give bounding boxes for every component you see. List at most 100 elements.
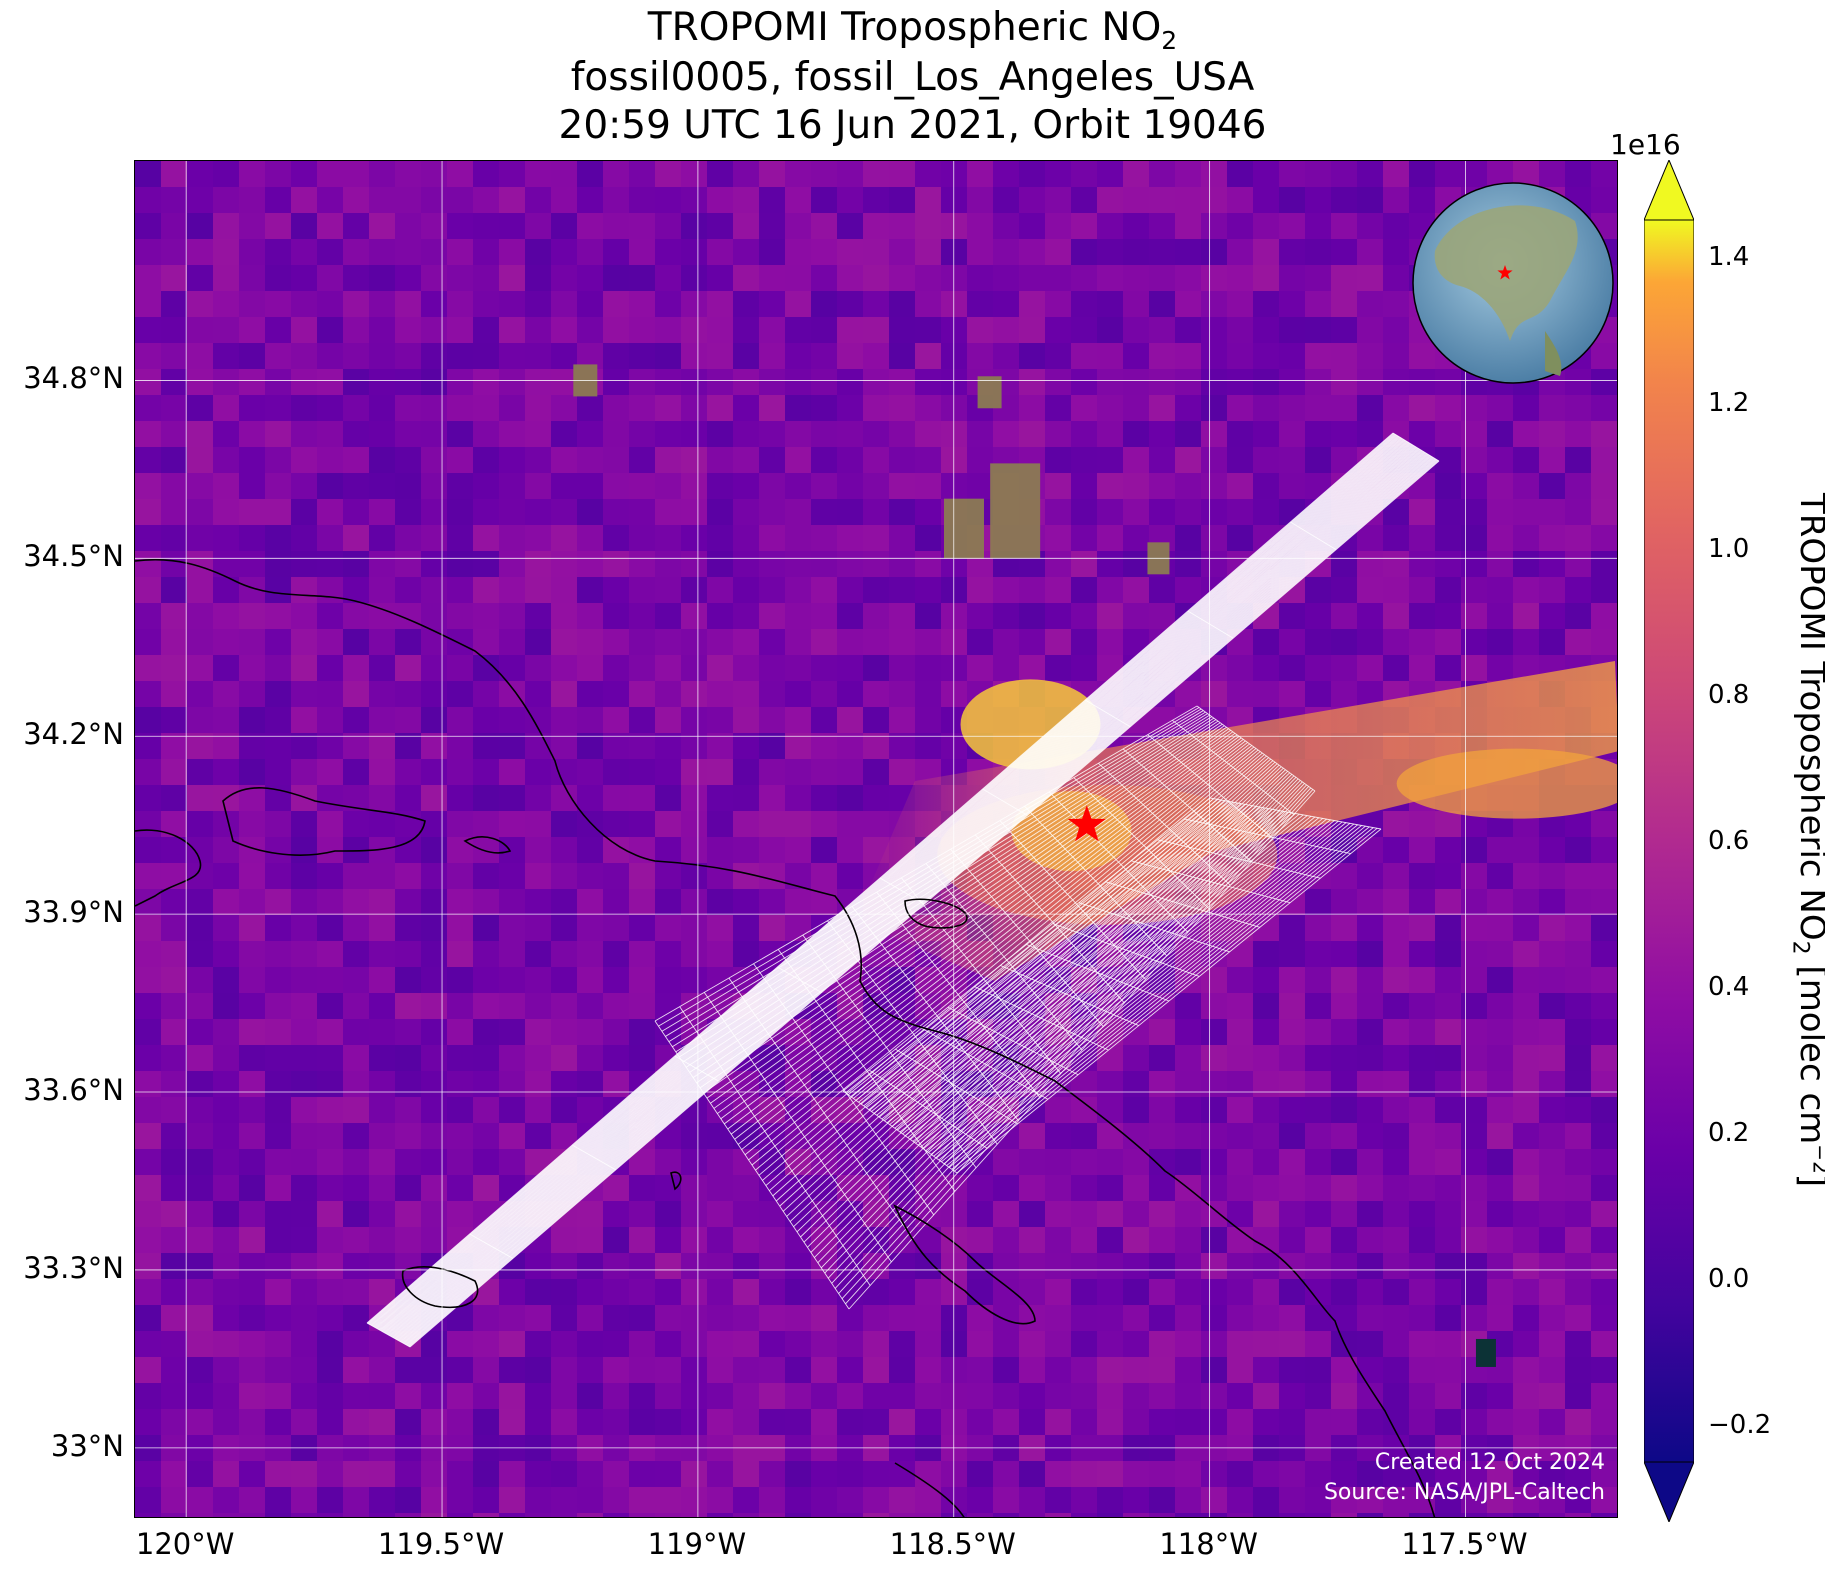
no2-pixel xyxy=(265,369,292,396)
no2-pixel xyxy=(1071,395,1098,422)
no2-pixel xyxy=(187,317,214,344)
no2-pixel xyxy=(1617,889,1618,916)
no2-pixel xyxy=(1123,1383,1150,1410)
no2-pixel xyxy=(837,161,864,188)
no2-pixel xyxy=(317,213,344,240)
no2-pixel xyxy=(889,1461,916,1488)
no2-pixel xyxy=(733,863,760,890)
no2-pixel xyxy=(1409,603,1436,630)
no2-pixel xyxy=(1097,239,1124,266)
no2-pixel xyxy=(551,317,578,344)
no2-pixel xyxy=(265,1149,292,1176)
no2-pixel xyxy=(1175,1461,1202,1488)
no2-pixel xyxy=(1591,1253,1617,1280)
no2-pixel xyxy=(941,213,968,240)
no2-pixel xyxy=(1591,967,1617,994)
no2-pixel xyxy=(811,1513,838,1517)
no2-pixel xyxy=(1539,1357,1566,1384)
no2-pixel xyxy=(655,1409,682,1436)
plume-east-core xyxy=(1396,748,1617,819)
no2-pixel xyxy=(1565,1201,1592,1228)
no2-pixel xyxy=(1123,1487,1150,1514)
no2-pixel xyxy=(1253,1357,1280,1384)
no2-pixel xyxy=(837,343,864,370)
no2-pixel xyxy=(1071,213,1098,240)
no2-pixel xyxy=(473,863,500,890)
no2-pixel xyxy=(1071,1409,1098,1436)
chart-subtitle-time: 20:59 UTC 16 Jun 2021, Orbit 19046 xyxy=(558,103,1267,148)
no2-pixel xyxy=(343,759,370,786)
no2-pixel xyxy=(1383,1201,1410,1228)
no2-pixel xyxy=(603,577,630,604)
no2-pixel xyxy=(1539,1513,1566,1517)
no2-pixel xyxy=(1435,1227,1462,1254)
no2-pixel xyxy=(369,265,396,292)
no2-pixel xyxy=(577,499,604,526)
no2-pixel xyxy=(603,1305,630,1332)
no2-pixel xyxy=(577,1461,604,1488)
no2-pixel xyxy=(863,1513,890,1517)
no2-pixel xyxy=(135,473,162,500)
no2-pixel xyxy=(837,1487,864,1514)
no2-pixel xyxy=(421,1019,448,1046)
colorbar-tick-label: 0.6 xyxy=(1708,826,1750,856)
no2-pixel xyxy=(629,1461,656,1488)
no2-pixel xyxy=(161,1253,188,1280)
no2-pixel xyxy=(1409,993,1436,1020)
no2-pixel xyxy=(1019,1331,1046,1358)
no2-pixel xyxy=(317,343,344,370)
no2-pixel xyxy=(915,369,942,396)
no2-pixel xyxy=(499,1305,526,1332)
no2-pixel xyxy=(395,447,422,474)
no2-pixel xyxy=(681,733,708,760)
no2-pixel xyxy=(1513,421,1540,448)
no2-pixel xyxy=(915,681,942,708)
no2-pixel xyxy=(1487,395,1514,422)
no2-pixel xyxy=(421,993,448,1020)
no2-pixel xyxy=(915,1383,942,1410)
no2-pixel xyxy=(187,811,214,838)
no2-pixel xyxy=(759,1461,786,1488)
no2-pixel xyxy=(1279,915,1306,942)
no2-pixel xyxy=(1045,447,1072,474)
no2-pixel xyxy=(837,1513,864,1517)
no2-pixel xyxy=(447,915,474,942)
no2-pixel xyxy=(1487,1409,1514,1436)
no2-pixel xyxy=(603,1227,630,1254)
no2-pixel xyxy=(421,369,448,396)
no2-pixel xyxy=(1305,915,1332,942)
no2-pixel xyxy=(395,863,422,890)
no2-pixel xyxy=(629,369,656,396)
no2-pixel xyxy=(1539,577,1566,604)
no2-pixel-field xyxy=(135,161,1618,1517)
no2-pixel xyxy=(863,1357,890,1384)
no2-pixel xyxy=(1617,551,1618,578)
no2-pixel xyxy=(1123,1461,1150,1488)
no2-pixel xyxy=(447,239,474,266)
no2-pixel xyxy=(577,1253,604,1280)
no2-pixel xyxy=(707,213,734,240)
no2-pixel xyxy=(577,187,604,214)
no2-pixel xyxy=(213,265,240,292)
no2-pixel xyxy=(629,1435,656,1462)
no2-pixel xyxy=(1175,1201,1202,1228)
no2-pixel xyxy=(603,1513,630,1517)
no2-pixel xyxy=(759,343,786,370)
no2-pixel xyxy=(1513,629,1540,656)
no2-pixel xyxy=(759,1513,786,1517)
no2-pixel xyxy=(1331,655,1358,682)
no2-pixel xyxy=(213,707,240,734)
no2-pixel xyxy=(213,1019,240,1046)
no2-pixel xyxy=(265,681,292,708)
no2-pixel xyxy=(447,863,474,890)
no2-pixel xyxy=(1045,1123,1072,1150)
no2-pixel xyxy=(265,239,292,266)
no2-pixel xyxy=(1513,499,1540,526)
no2-pixel xyxy=(1383,1487,1410,1514)
no2-pixel xyxy=(421,161,448,188)
island-anacapa xyxy=(463,836,512,854)
no2-pixel xyxy=(421,187,448,214)
no2-pixel xyxy=(265,421,292,448)
no2-pixel xyxy=(291,967,318,994)
no2-pixel xyxy=(915,343,942,370)
